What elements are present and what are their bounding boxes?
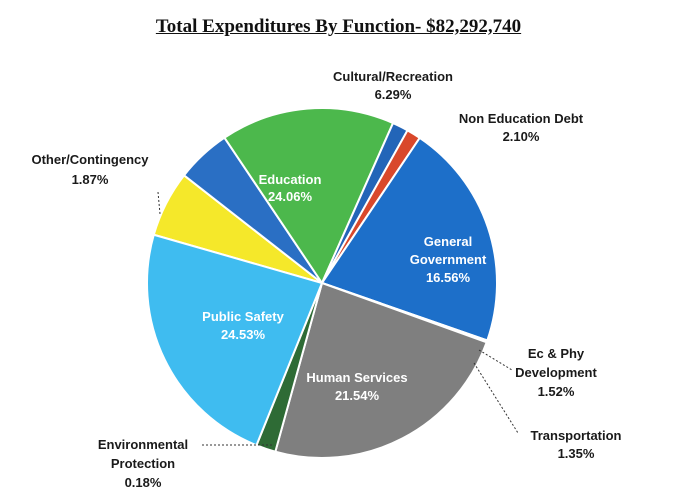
chart-title: Total Expenditures By Function- $82,292,… [155, 16, 522, 37]
leader-line-transport [473, 362, 519, 434]
label-cultural-pct: 6.29% [375, 87, 412, 102]
label-ecphy-pct: 1.52% [538, 384, 575, 399]
label-public-name: Public Safety [202, 309, 284, 324]
label-transport-name: Transportation [530, 428, 621, 443]
label-transport-pct: 1.35% [558, 446, 595, 461]
label-general-line1: General [424, 234, 472, 249]
leader-line-ecphy [478, 349, 513, 371]
label-human-pct: 21.54% [335, 388, 380, 403]
pie-slice-public-safety [274, 281, 488, 459]
label-general-line2: Government [410, 252, 487, 267]
label-ecphy-line2: Development [515, 365, 597, 380]
label-education-name: Education [259, 172, 322, 187]
label-public-pct: 24.53% [221, 327, 266, 342]
pie-slices [146, 107, 498, 459]
label-env-pct: 0.18% [125, 475, 162, 490]
label-nondebt-pct: 2.10% [503, 129, 540, 144]
label-env-line1: Environmental [98, 437, 188, 452]
label-nondebt-name: Non Education Debt [459, 111, 584, 126]
pie-slice-human-services [320, 136, 498, 342]
leader-lines [157, 191, 519, 446]
pie-slice-education [146, 233, 324, 447]
label-ecphy-line1: Ec & Phy [528, 346, 585, 361]
pie-slice-general-government [223, 107, 395, 286]
label-other-pct: 1.87% [72, 172, 109, 187]
label-cultural-name: Cultural/Recreation [333, 69, 453, 84]
label-other-name: Other/Contingency [31, 152, 149, 167]
label-human-name: Human Services [306, 370, 407, 385]
leader-line-other [157, 191, 161, 215]
label-general-pct: 16.56% [426, 270, 471, 285]
label-education-pct: 24.06% [268, 189, 313, 204]
label-env-line2: Protection [111, 456, 175, 471]
